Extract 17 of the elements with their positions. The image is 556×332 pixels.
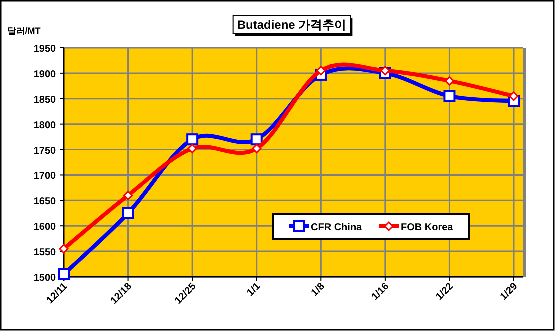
y-tick-label: 1750: [34, 146, 57, 157]
y-tick-label: 1600: [34, 222, 57, 234]
y-tick-label: 1650: [34, 196, 57, 208]
legend-label: CFR China: [311, 222, 363, 234]
x-tick-label: 1/1: [245, 281, 264, 299]
title: Butadiene 가격추이: [232, 16, 353, 36]
legend-label: FOB Korea: [401, 222, 454, 234]
y-tick-label: 1550: [34, 248, 57, 259]
y-tick-label: 1950: [34, 44, 57, 55]
y-tick-label: 1850: [34, 94, 57, 106]
y-tick-label: 1700: [34, 171, 57, 182]
y-axis-title: 달러/MT: [7, 26, 42, 36]
x-tick-label: 1/8: [310, 281, 328, 299]
y-tick-label: 1500: [34, 273, 57, 284]
y-tick-label: 1800: [34, 120, 57, 132]
y-tick-label: 1900: [34, 69, 57, 80]
chart-title: Butadiene 가격추이: [237, 18, 347, 32]
